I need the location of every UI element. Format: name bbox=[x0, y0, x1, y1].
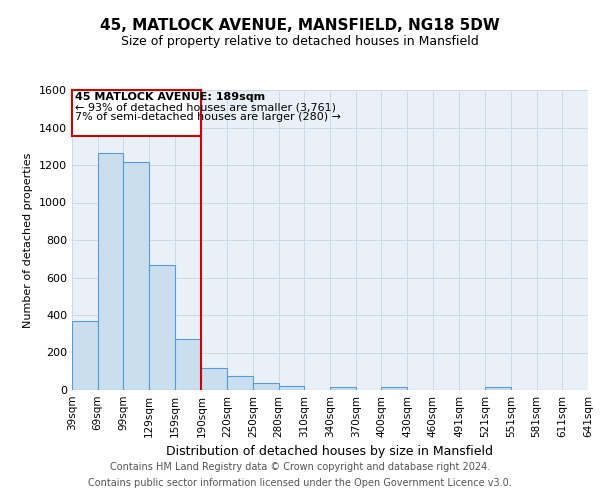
Bar bbox=[278, 386, 304, 390]
Bar bbox=[149, 266, 175, 390]
Y-axis label: Number of detached properties: Number of detached properties bbox=[23, 152, 34, 328]
Bar bbox=[382, 387, 407, 390]
Bar bbox=[98, 153, 124, 390]
Text: Size of property relative to detached houses in Mansfield: Size of property relative to detached ho… bbox=[121, 35, 479, 48]
Bar bbox=[175, 340, 202, 390]
Text: 45, MATLOCK AVENUE, MANSFIELD, NG18 5DW: 45, MATLOCK AVENUE, MANSFIELD, NG18 5DW bbox=[100, 18, 500, 32]
Text: Contains public sector information licensed under the Open Government Licence v3: Contains public sector information licen… bbox=[88, 478, 512, 488]
X-axis label: Distribution of detached houses by size in Mansfield: Distribution of detached houses by size … bbox=[167, 446, 493, 458]
Text: ← 93% of detached houses are smaller (3,761): ← 93% of detached houses are smaller (3,… bbox=[76, 102, 337, 112]
Bar bbox=[330, 387, 356, 390]
Bar bbox=[202, 368, 227, 390]
Bar bbox=[72, 320, 98, 390]
FancyBboxPatch shape bbox=[72, 90, 202, 136]
Bar bbox=[253, 384, 278, 390]
Bar bbox=[227, 376, 253, 390]
Text: 7% of semi-detached houses are larger (280) →: 7% of semi-detached houses are larger (2… bbox=[76, 112, 341, 122]
Text: Contains HM Land Registry data © Crown copyright and database right 2024.: Contains HM Land Registry data © Crown c… bbox=[110, 462, 490, 472]
Bar bbox=[124, 162, 149, 390]
Text: 45 MATLOCK AVENUE: 189sqm: 45 MATLOCK AVENUE: 189sqm bbox=[76, 92, 266, 102]
Bar bbox=[485, 387, 511, 390]
